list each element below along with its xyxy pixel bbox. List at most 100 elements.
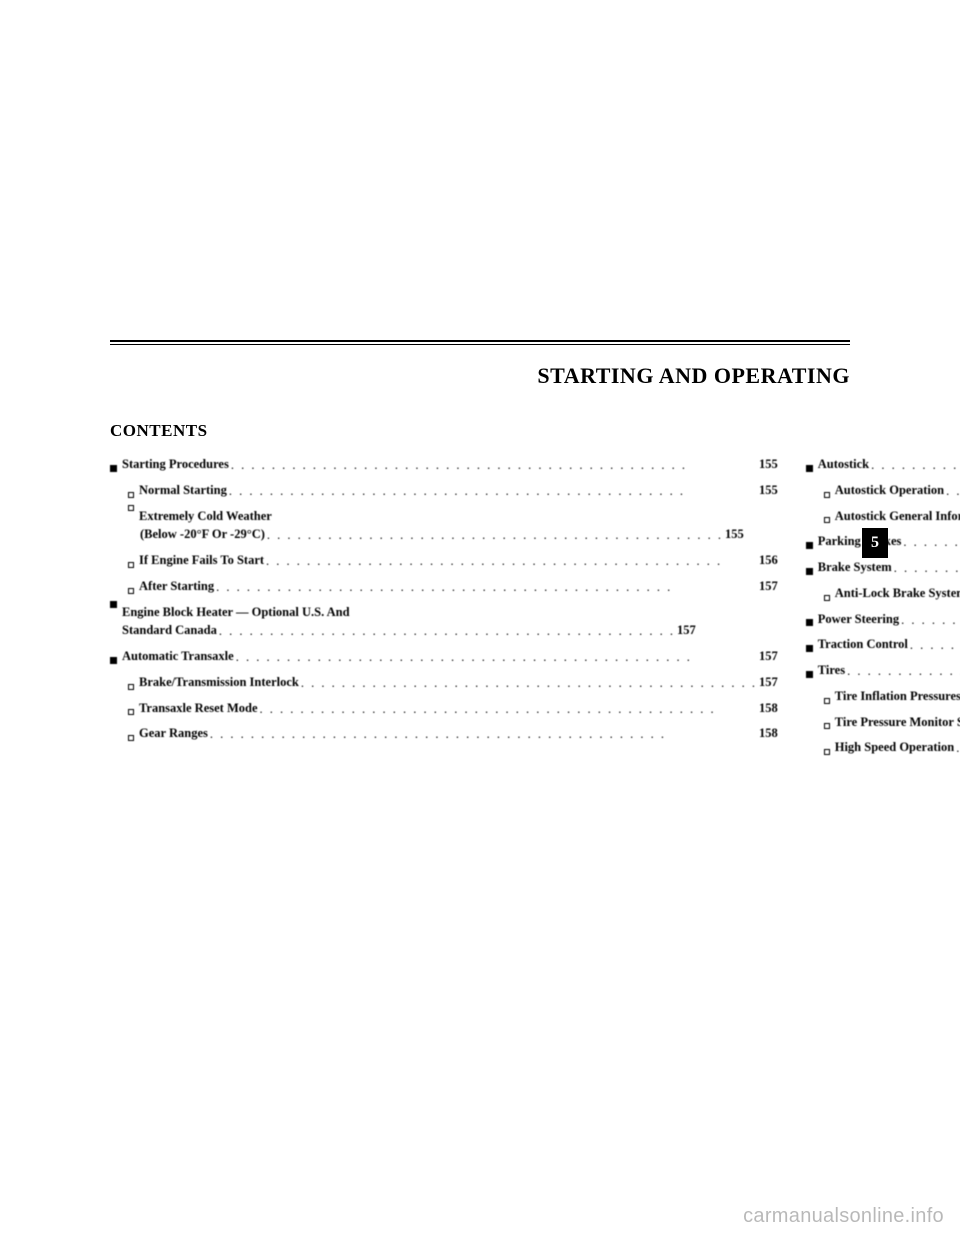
toc-entry: Automatic Transaxle. . . . . . . . . . .…	[110, 647, 778, 666]
open-square-bullet-icon	[824, 749, 830, 755]
leader-dots: . . . . . . . . . . . . . . . . . . . . …	[227, 482, 759, 501]
filled-square-bullet-icon	[806, 542, 813, 549]
leader-dots: . . . . . . . . . . . . . . . . . . . . …	[954, 739, 960, 758]
toc-label: Power Steering	[818, 610, 899, 629]
filled-square-bullet-icon	[806, 568, 813, 575]
toc-entry: Tire Pressure Monitor System — If Equipp…	[824, 713, 960, 732]
open-square-bullet-icon	[824, 517, 830, 523]
toc-entry: If Engine Fails To Start. . . . . . . . …	[128, 551, 778, 570]
toc-page-number: 156	[759, 551, 778, 570]
open-square-bullet-icon	[824, 595, 830, 601]
open-square-bullet-icon	[128, 562, 134, 568]
toc-page-number: 157	[759, 647, 778, 666]
toc-label: Autostick	[818, 455, 869, 474]
toc-label: Extremely Cold Weather	[139, 507, 272, 526]
toc-label: Brake System	[818, 558, 892, 577]
open-square-bullet-icon	[128, 492, 134, 498]
toc-label: Automatic Transaxle	[122, 647, 234, 666]
chapter-title: STARTING AND OPERATING	[110, 363, 850, 389]
toc-label: Brake/Transmission Interlock	[139, 673, 299, 692]
open-square-bullet-icon	[128, 735, 134, 741]
toc-entry: Transaxle Reset Mode. . . . . . . . . . …	[128, 699, 778, 718]
toc-label: After Starting	[139, 577, 214, 596]
toc-label: Gear Ranges	[139, 724, 208, 743]
section-tab: 5	[862, 528, 888, 558]
toc-entry: Normal Starting. . . . . . . . . . . . .…	[128, 481, 778, 500]
filled-square-bullet-icon	[806, 465, 813, 472]
toc-entry: Extremely Cold Weather(Below -20°F Or -2…	[128, 507, 778, 545]
leader-dots: . . . . . . . . . . . . . . . . . . . . …	[265, 528, 725, 542]
top-rule	[110, 340, 850, 345]
toc-left-column: Starting Procedures . . . . . . . . . . .…	[110, 455, 778, 764]
filled-square-bullet-icon	[806, 671, 813, 678]
toc-label: Normal Starting	[139, 481, 227, 500]
toc-entry: Engine Block Heater — Optional U.S. AndS…	[110, 603, 778, 641]
toc-label: Parking Brakes	[818, 532, 902, 551]
leader-dots: . . . . . . . . . . . . . . . . . . . . …	[217, 624, 677, 638]
toc-columns: Starting Procedures . . . . . . . . . . .…	[110, 455, 850, 764]
leader-dots: . . . . . . . . . . . . . . . . . . . . …	[234, 648, 759, 667]
open-square-bullet-icon	[128, 505, 134, 511]
leader-dots: . . . . . . . . . . . . . . . . . . . . …	[892, 559, 960, 578]
toc-entry: Brake System. . . . . . . . . . . . . . …	[806, 558, 960, 577]
toc-page-number: 158	[759, 724, 778, 743]
toc-entry: Power Steering. . . . . . . . . . . . . …	[806, 610, 960, 629]
filled-square-bullet-icon	[806, 645, 813, 652]
toc-entry: Autostick General Information. . . . . .…	[824, 507, 960, 526]
toc-label: If Engine Fails To Start	[139, 551, 264, 570]
toc-label: Starting Procedures	[122, 455, 229, 474]
toc-label: Tire Pressure Monitor System — If Equipp…	[835, 713, 960, 732]
toc-page-number: 155	[759, 455, 778, 474]
open-square-bullet-icon	[824, 698, 830, 704]
toc-entry: Tire Inflation Pressures. . . . . . . . …	[824, 687, 960, 706]
toc-entry: Gear Ranges. . . . . . . . . . . . . . .…	[128, 724, 778, 743]
toc-label: (Below -20°F Or -29°C)	[140, 527, 265, 541]
toc-entry: Autostick. . . . . . . . . . . . . . . .…	[806, 455, 960, 474]
leader-dots: . . . . . . . . . . . . . . . . . . . . …	[944, 482, 960, 501]
leader-dots: . . . . . . . . . . . . . . . . . . . . …	[908, 636, 960, 655]
filled-square-bullet-icon	[110, 657, 117, 664]
open-square-bullet-icon	[824, 492, 830, 498]
leader-dots: . . . . . . . . . . . . . . . . . . . . …	[264, 552, 759, 571]
toc-label: Standard Canada	[122, 623, 217, 637]
toc-page-number: 155	[725, 527, 744, 541]
leader-dots: . . . . . . . . . . . . . . . . . . . . …	[869, 456, 960, 475]
leader-dots: . . . . . . . . . . . . . . . . . . . . …	[899, 611, 960, 630]
toc-entry: Starting Procedures. . . . . . . . . . .…	[110, 455, 778, 474]
toc-label: Anti-Lock Brake System (ABS)	[835, 584, 960, 603]
watermark: carmanualsonline.info	[743, 1205, 944, 1228]
toc-entry: Autostick Operation. . . . . . . . . . .…	[824, 481, 960, 500]
toc-right-column: Autostick. . . . . . . . . . . . . . . .…	[806, 455, 960, 764]
leader-dots: . . . . . . . . . . . . . . . . . . . . …	[208, 725, 759, 744]
leader-dots: . . . . . . . . . . . . . . . . . . . . …	[299, 674, 759, 693]
open-square-bullet-icon	[128, 684, 134, 690]
leader-dots: . . . . . . . . . . . . . . . . . . . . …	[214, 578, 759, 597]
toc-label: Autostick General Information	[835, 507, 960, 526]
filled-square-bullet-icon	[110, 465, 117, 472]
toc-entry: After Starting. . . . . . . . . . . . . …	[128, 577, 778, 596]
toc-page-number: 157	[677, 623, 696, 637]
open-square-bullet-icon	[128, 709, 134, 715]
open-square-bullet-icon	[128, 588, 134, 594]
toc-label: Tires	[818, 661, 845, 680]
leader-dots: . . . . . . . . . . . . . . . . . . . . …	[258, 700, 759, 719]
toc-entry: Anti-Lock Brake System (ABS). . . . . . …	[824, 584, 960, 603]
toc-label: Transaxle Reset Mode	[139, 699, 258, 718]
toc-page-number: 157	[759, 577, 778, 596]
contents-heading: CONTENTS	[110, 421, 850, 441]
toc-entry: High Speed Operation. . . . . . . . . . …	[824, 738, 960, 757]
filled-square-bullet-icon	[806, 619, 813, 626]
toc-label: High Speed Operation	[835, 738, 954, 757]
filled-square-bullet-icon	[110, 601, 117, 608]
leader-dots: . . . . . . . . . . . . . . . . . . . . …	[845, 662, 960, 681]
toc-entry: Traction Control. . . . . . . . . . . . …	[806, 635, 960, 654]
toc-entry: Tires. . . . . . . . . . . . . . . . . .…	[806, 661, 960, 680]
leader-dots: . . . . . . . . . . . . . . . . . . . . …	[901, 533, 960, 552]
toc-label: Tire Inflation Pressures	[835, 687, 960, 706]
toc-page-number: 157	[759, 673, 778, 692]
toc-entry: Brake/Transmission Interlock. . . . . . …	[128, 673, 778, 692]
toc-page-number: 158	[759, 699, 778, 718]
toc-label: Engine Block Heater — Optional U.S. And	[122, 603, 350, 622]
manual-page: STARTING AND OPERATING CONTENTS Starting…	[110, 340, 850, 764]
toc-page-number: 155	[759, 481, 778, 500]
